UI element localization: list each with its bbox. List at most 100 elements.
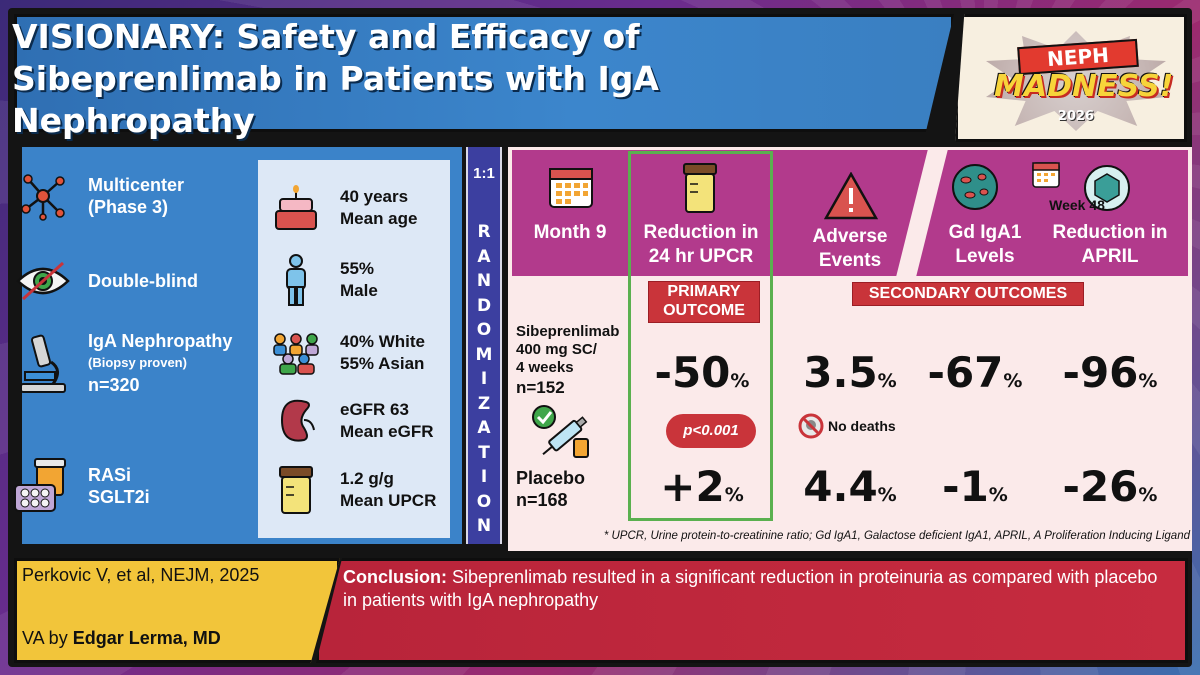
rasi-label: RASi: [88, 465, 132, 485]
april-molecule-icon: [1083, 164, 1131, 212]
egfr-value: eGFR 63: [340, 400, 409, 419]
sex-value: 55%: [340, 259, 375, 278]
citation-box: [14, 558, 340, 663]
randomization-ratio: 1:1: [473, 165, 495, 182]
cells-icon: [950, 162, 1000, 212]
calendar-icon: [548, 163, 594, 209]
double-blind-row: Double-blind: [12, 250, 198, 312]
primary-header: Reduction in 24 hr UPCR: [643, 222, 759, 267]
placebo-arm-label: Placebo n=168: [516, 467, 585, 511]
placebo-upcr-value: +2%: [640, 462, 764, 511]
footnote: * UPCR, Urine protein-to-creatinine rati…: [603, 530, 1190, 542]
randomization-letter: D: [476, 295, 492, 316]
placebo-adverse-number: 4.4: [803, 462, 878, 511]
sex-label: Male: [340, 281, 378, 300]
logo-madness: MADNESS!: [994, 69, 1174, 104]
no-deaths-label: No deaths: [828, 418, 896, 434]
placebo-april-number: -26: [1062, 462, 1139, 511]
multicenter-label: Multicenter: [88, 175, 185, 195]
randomization-letter: T: [478, 442, 490, 463]
page-title: VISIONARY: Safety and Efficacy of Sibepr…: [12, 17, 659, 140]
va-prefix: VA by: [22, 628, 68, 648]
syringe-icon: [530, 403, 594, 459]
egfr-row: eGFR 63 Mean eGFR: [270, 393, 434, 449]
percent-sign: %: [988, 484, 1008, 506]
treatment-name: Sibeprenlimab: [516, 323, 620, 340]
randomization-letter: O: [476, 320, 492, 340]
percent-sign: %: [730, 370, 750, 392]
treatment-april-number: -96: [1062, 348, 1139, 397]
race-row: 40% White 55% Asian: [270, 325, 425, 381]
adverse-events-header: Adverse Events: [812, 226, 888, 271]
secondary-outcomes-badge: SECONDARY OUTCOMES: [852, 282, 1084, 306]
randomization-letter: R: [477, 222, 491, 242]
condition-note: (Biopsy proven): [88, 355, 187, 370]
percent-sign: %: [1003, 370, 1023, 392]
upcr-label: Mean UPCR: [340, 491, 437, 510]
randomization-letter: M: [475, 344, 493, 365]
va-author: Edgar Lerma, MD: [72, 628, 221, 648]
age-label: Mean age: [340, 209, 418, 228]
treatment-dose-2: 4 weeks: [516, 359, 574, 376]
logo-year: 2026: [1057, 109, 1095, 124]
placebo-upcr-number: +2: [660, 462, 725, 511]
p-value-badge: p<0.001: [666, 414, 756, 448]
placebo-name: Placebo: [516, 468, 586, 488]
percent-sign: %: [877, 484, 897, 506]
randomization-letter: O: [476, 491, 492, 512]
birthday-cake-icon: [270, 180, 322, 236]
male-person-icon: [270, 252, 322, 308]
randomization-strip: [466, 147, 502, 544]
sglt2i-label: SGLT2i: [88, 487, 150, 507]
egfr-label: Mean eGFR: [340, 422, 434, 441]
randomization-letter: Z: [477, 393, 491, 414]
randomization-letter: N: [476, 516, 492, 536]
primary-outcome-badge: PRIMARY OUTCOME: [648, 281, 760, 323]
blind-eye-icon: [12, 250, 74, 312]
condition-row: IgA Nephropathy (Biopsy proven) n=320: [12, 330, 232, 396]
treatment-adverse-number: 3.5: [803, 348, 878, 397]
race-asian: 55% Asian: [340, 354, 425, 373]
title-banner: [14, 14, 954, 132]
conclusion-box: [316, 558, 1188, 663]
age-value: 40 years: [340, 187, 409, 206]
treatment-dose-1: 400 mg SC/: [516, 341, 597, 358]
neph-madness-logo: NEPH MADNESS! 2026: [955, 14, 1187, 142]
visual-abstract-credit: VA by Edgar Lerma, MD: [22, 628, 221, 649]
week-label: Week 48: [1049, 197, 1105, 213]
placebo-n: n=168: [516, 490, 568, 510]
percent-sign: %: [724, 484, 744, 506]
gd-iga1-header: Gd IgA1 Levels: [948, 222, 1022, 267]
age-row: 40 years Mean age: [270, 180, 417, 236]
race-white: 40% White: [340, 332, 426, 351]
timepoint-header: Month 9: [533, 222, 607, 243]
randomization-letter: N: [476, 271, 492, 291]
randomization-letter: A: [477, 246, 491, 267]
randomization-letter: I: [480, 369, 488, 389]
background-therapy-row: RASi SGLT2i: [12, 455, 150, 517]
treatment-arm-label: Sibeprenlimab 400 mg SC/ 4 weeks n=152: [516, 323, 619, 399]
multicenter-row: Multicenter (Phase 3): [12, 165, 184, 227]
microscope-icon: [12, 332, 74, 394]
percent-sign: %: [1138, 370, 1158, 392]
percent-sign: %: [877, 370, 897, 392]
placebo-adverse-value: 4.4%: [795, 462, 905, 511]
placebo-gd-iga1-value: -1%: [920, 462, 1030, 511]
crowd-icon: [270, 325, 322, 381]
pills-icon: [12, 455, 74, 517]
double-blind-label: Double-blind: [88, 271, 198, 291]
treatment-upcr-value: -50%: [640, 348, 764, 397]
conclusion-text: Sibeprenlimab resulted in a significant …: [343, 567, 1158, 610]
kidney-icon: [270, 393, 322, 449]
warning-icon: [824, 172, 878, 220]
sex-row: 55% Male: [270, 252, 378, 308]
upcr-value: 1.2 g/g: [340, 469, 394, 488]
placebo-gd-iga1-number: -1: [942, 462, 989, 511]
treatment-adverse-value: 3.5%: [795, 348, 905, 397]
upcr-row: 1.2 g/g Mean UPCR: [270, 462, 436, 518]
primary-outcome-highlight: [628, 151, 773, 521]
treatment-n: n=152: [516, 378, 565, 397]
treatment-gd-iga1-value: -67%: [920, 348, 1030, 397]
conclusion-label: Conclusion:: [343, 567, 447, 587]
no-death-icon: [798, 413, 824, 439]
